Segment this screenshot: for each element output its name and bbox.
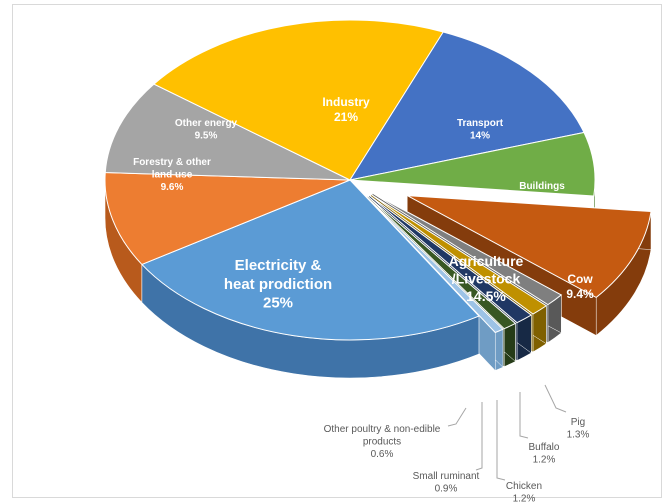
label-other-energy: Other energy 9.5% [175, 118, 238, 142]
slice-industry [153, 19, 445, 181]
label-pig: Pig 1.3% [567, 417, 590, 441]
slice-small-ruminant [367, 195, 517, 330]
label-other-poultry-non-edible-products: Other poultry & non-edible products 0.6% [324, 424, 441, 460]
slice-transport [348, 31, 585, 181]
label-electricity-heat-prodiction: Electricity & heat prodiction 25% [224, 257, 332, 312]
slice-chicken [368, 194, 533, 324]
slice-other-poultry-non-edible-products [365, 196, 504, 334]
slice-electricity-heat-prodiction [141, 179, 480, 341]
label-buildings: Buildings 6.4% [519, 181, 565, 205]
label-transport: Transport 14% [457, 118, 504, 142]
slice-cow [406, 195, 652, 299]
slice-other-energy [104, 83, 351, 181]
label-chicken: Chicken 1.2% [506, 481, 542, 502]
leader-lines [447, 384, 567, 481]
slice-forestry-other-land-use [104, 172, 351, 266]
label-buffalo: Buffalo 1.2% [529, 442, 560, 466]
label-forestry-other-land-use: Forestry & other land use 9.6% [133, 157, 211, 193]
leader-chicken [496, 400, 506, 481]
slice-pig [372, 192, 563, 306]
leader-small-ruminant [475, 402, 483, 471]
leader-buffalo [519, 392, 529, 439]
pie-top-faces [104, 19, 652, 341]
label-small-ruminant: Small ruminant 0.9% [413, 471, 480, 495]
slice-buildings [349, 131, 596, 197]
slice-labels: Electricity & heat prodiction 25% Forestry … [133, 95, 594, 502]
leader-pig [544, 384, 567, 413]
label-cow: Cow 9.4% [566, 272, 594, 301]
label-industry: Industry 21% [322, 95, 370, 124]
label-agriculture-livestock: Agriculture/Livestock 14.5% [449, 253, 524, 304]
slice-buffalo [370, 193, 548, 315]
leader-other-poultry-non-edible-products [447, 407, 467, 427]
